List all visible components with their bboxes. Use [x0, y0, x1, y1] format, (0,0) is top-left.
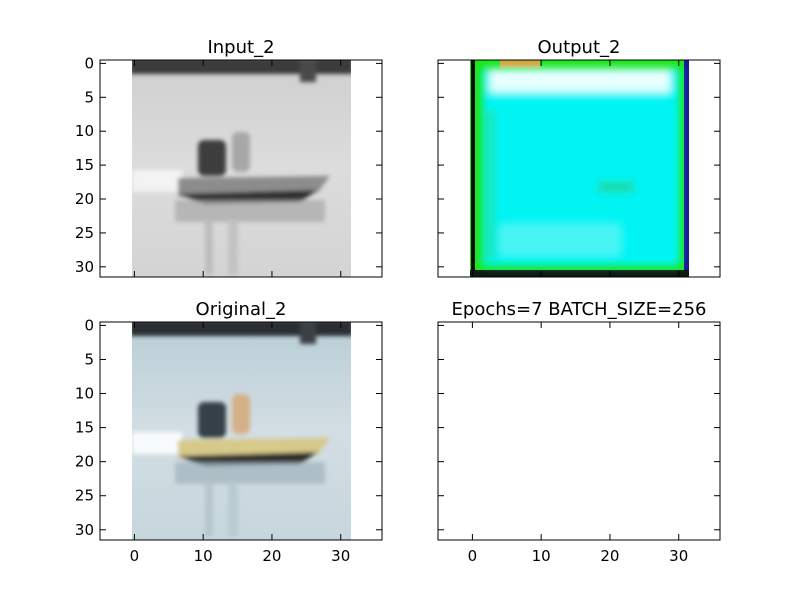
input-ytick-label: 10: [75, 122, 94, 140]
input-ytick-label: 0: [84, 54, 94, 72]
input-image: [132, 60, 351, 277]
original-image: [132, 322, 351, 540]
original-xtick-label: 20: [262, 547, 281, 565]
output-axes-frame: [437, 59, 721, 278]
info-xtick-label: 20: [600, 547, 619, 565]
info-axes: Epochs=7 BATCH_SIZE=256 0 10 20 30: [437, 299, 721, 565]
info-xtick-label: 30: [669, 547, 688, 565]
input-ytick-label: 15: [75, 156, 94, 174]
input-ytick-label: 25: [75, 224, 94, 242]
input-ytick-label: 20: [75, 190, 94, 208]
original-ytick-label: 25: [75, 487, 94, 505]
input-axes: Input_2 0 5 10 15 20 25 30: [75, 37, 383, 278]
original-xtick-label: 30: [331, 547, 350, 565]
original-ytick-label: 20: [75, 453, 94, 471]
info-xtick-label: 0: [468, 547, 478, 565]
original-ytick-label: 10: [75, 385, 94, 403]
original-title: Original_2: [196, 299, 287, 320]
original-xtick-label: 10: [194, 547, 213, 565]
info-xtick-label: 10: [532, 547, 551, 565]
original-xtick-label: 0: [130, 547, 140, 565]
output-image: [470, 60, 689, 277]
original-ytick-label: 5: [84, 350, 94, 368]
original-ytick-label: 30: [75, 521, 94, 539]
input-title: Input_2: [207, 37, 274, 58]
original-ytick-label: 15: [75, 419, 94, 437]
output-title: Output_2: [538, 37, 621, 58]
original-axes: Original_2 0 5 10 15 20 25 30 0 10 20 30: [75, 299, 383, 565]
original-ytick-label: 0: [84, 316, 94, 334]
input-axes-frame: [99, 59, 383, 278]
original-axes-frame: [99, 321, 383, 541]
info-title: Epochs=7 BATCH_SIZE=256: [452, 299, 707, 320]
output-axes: Output_2: [437, 37, 721, 278]
input-ytick-label: 5: [84, 88, 94, 106]
input-ytick-label: 30: [75, 258, 94, 276]
info-axes-frame: [437, 321, 721, 541]
